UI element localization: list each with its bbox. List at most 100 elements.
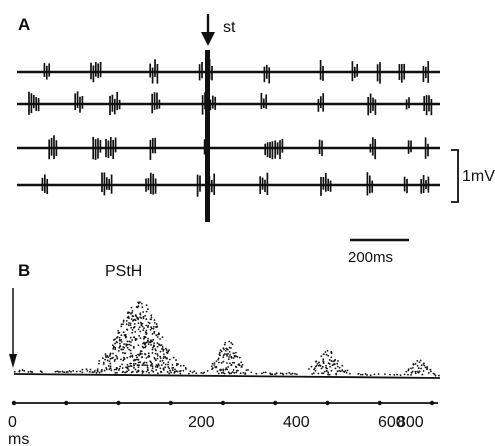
psth-dot (148, 322, 151, 325)
psth-dot (126, 340, 129, 343)
psth-dot (173, 370, 176, 373)
psth-dot (156, 357, 159, 360)
psth-dot (129, 344, 132, 347)
psth-dot (364, 373, 367, 375)
psth-dot (98, 362, 100, 365)
psth-dot (123, 343, 125, 345)
psth-dot (328, 373, 331, 376)
psth-dot (312, 372, 315, 375)
voltage-scale-bar: 1mV (451, 149, 495, 203)
psth-dot (147, 326, 149, 328)
psth-dot (161, 346, 164, 348)
psth-dot (325, 364, 327, 367)
psth-dot (137, 369, 140, 372)
psth-dot (126, 343, 129, 346)
psth-dot (70, 371, 72, 373)
psth-dot (96, 370, 99, 373)
psth-dot (107, 356, 110, 359)
psth-dot (230, 341, 233, 344)
psth-dot (141, 372, 144, 374)
psth-dot (131, 370, 134, 373)
psth-dot (366, 374, 369, 376)
psth-dot (118, 339, 121, 342)
psth-dot (329, 365, 331, 368)
psth-dot (68, 369, 71, 372)
psth-dot (157, 332, 160, 335)
psth-dot (121, 363, 124, 366)
psth-dot (127, 315, 130, 318)
psth-dot (238, 364, 241, 367)
psth-dot (227, 366, 230, 368)
psth-dot (330, 369, 333, 372)
psth-dot (223, 348, 225, 351)
psth-dot (377, 373, 380, 375)
psth-dot (220, 361, 223, 364)
psth-dot (132, 347, 135, 349)
psth-dot (88, 370, 91, 373)
psth-dot (118, 342, 121, 345)
axis-unit-label: ms (8, 431, 29, 446)
psth-dot (336, 370, 339, 373)
psth-dot (336, 365, 339, 368)
psth-dot (112, 348, 115, 350)
psth-dot (170, 371, 173, 374)
psth-dot (154, 349, 157, 352)
psth-dot (222, 360, 225, 363)
psth-dot (139, 321, 142, 324)
psth-dot (142, 370, 145, 373)
psth-dot (137, 302, 140, 305)
psth-dot (139, 330, 142, 333)
psth-dot (135, 315, 137, 317)
time-scale-bar: 200ms (348, 238, 409, 266)
psth-dot (228, 356, 230, 358)
psth-dot (222, 369, 225, 372)
psth-dot (120, 358, 122, 361)
psth-dot (410, 367, 412, 370)
psth-dot (156, 326, 158, 328)
psth-dot (215, 366, 218, 368)
psth-dot (156, 353, 159, 356)
psth-dot (334, 363, 336, 365)
psth-dot (168, 358, 171, 361)
psth-dot (130, 318, 133, 320)
axis-tick (116, 400, 121, 406)
psth-dot (79, 370, 82, 373)
psth-dot (182, 364, 185, 367)
psth-dot (133, 323, 136, 325)
psth-dot (330, 352, 333, 355)
psth-dot (134, 362, 137, 365)
psth-dot (131, 354, 134, 357)
psth-dot (421, 373, 424, 376)
psth-dot (321, 372, 323, 375)
psth-dot (57, 370, 60, 373)
psth-dot (229, 354, 231, 356)
psth-dot (142, 329, 145, 332)
psth-dot (137, 353, 139, 356)
psth-dot (188, 372, 190, 375)
psth-dot (135, 338, 138, 340)
psth-dot (200, 372, 203, 374)
psth-dot (317, 372, 320, 375)
psth-dot (223, 343, 226, 346)
psth-dot (416, 360, 419, 362)
psth-dot (320, 355, 323, 358)
psth-dot (232, 361, 234, 364)
psth-dot (177, 363, 180, 365)
axis-tick (11, 400, 17, 406)
psth-dot (151, 333, 154, 335)
psth-dot (223, 353, 226, 355)
psth-dot (162, 350, 165, 352)
psth-dot (211, 367, 214, 370)
psth-dot (132, 315, 135, 318)
psth-dot (269, 373, 272, 376)
psth-dot (112, 345, 115, 348)
psth-dot (171, 364, 174, 366)
psth-dot (137, 361, 140, 364)
psth-dot (156, 364, 159, 367)
psth-dot (217, 361, 220, 364)
tick-label-0: 0 (8, 414, 17, 431)
psth-dot (152, 338, 155, 341)
psth-dot (165, 349, 168, 351)
psth-dot (327, 371, 330, 374)
psth-dot (149, 328, 152, 331)
